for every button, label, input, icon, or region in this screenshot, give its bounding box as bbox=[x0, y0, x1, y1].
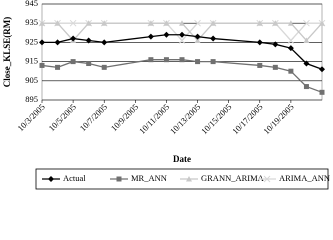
marker bbox=[287, 45, 294, 52]
marker bbox=[256, 20, 263, 26]
y-tick-label: 925 bbox=[25, 36, 38, 46]
marker bbox=[195, 59, 201, 65]
marker bbox=[54, 39, 61, 46]
marker bbox=[147, 20, 154, 26]
legend-box bbox=[35, 168, 329, 190]
marker bbox=[272, 20, 279, 26]
marker bbox=[319, 20, 325, 26]
marker bbox=[163, 31, 170, 38]
marker bbox=[101, 20, 108, 26]
marker bbox=[272, 41, 279, 48]
marker bbox=[287, 37, 295, 44]
series-line bbox=[41, 59, 323, 93]
plot-area bbox=[41, 3, 323, 101]
marker bbox=[85, 20, 92, 26]
marker bbox=[319, 89, 325, 95]
marker bbox=[179, 31, 185, 38]
legend-label: Actual bbox=[63, 173, 86, 183]
x-tick-label: 10/11/2005 bbox=[137, 102, 171, 136]
marker bbox=[70, 59, 76, 65]
y-axis-label: Close_KLSE(RM) bbox=[2, 17, 12, 88]
marker bbox=[148, 57, 154, 63]
marker bbox=[287, 20, 294, 26]
marker bbox=[147, 33, 154, 40]
y-tick-label: 935 bbox=[25, 17, 38, 27]
marker bbox=[86, 61, 92, 67]
marker bbox=[39, 39, 45, 46]
x-tick-label: 10/3/2005 bbox=[15, 102, 46, 133]
marker bbox=[194, 33, 201, 40]
marker bbox=[178, 37, 186, 44]
legend-label: MR_ANN bbox=[131, 173, 167, 183]
legend-marker bbox=[186, 176, 192, 182]
marker bbox=[303, 37, 310, 43]
marker bbox=[257, 62, 263, 68]
marker bbox=[101, 39, 108, 46]
chart: Close_KLSE(RM) Date 895 905 915 925 935 945 10… bbox=[2, 0, 330, 190]
x-axis-label: Date bbox=[173, 154, 191, 164]
x-tick-label: 10/9/2005 bbox=[109, 102, 140, 133]
y-tick-label: 915 bbox=[25, 56, 38, 66]
legend-marker bbox=[48, 176, 54, 182]
y-tick-label: 895 bbox=[25, 94, 38, 104]
marker bbox=[163, 20, 170, 26]
legend-marker bbox=[263, 175, 271, 183]
marker bbox=[319, 66, 325, 73]
legend-label: ARIMA_ANN bbox=[279, 173, 330, 183]
marker bbox=[210, 20, 217, 26]
marker bbox=[194, 37, 201, 43]
marker bbox=[39, 62, 45, 68]
marker bbox=[288, 68, 294, 74]
marker bbox=[69, 19, 77, 27]
marker bbox=[272, 64, 278, 70]
marker bbox=[303, 84, 309, 90]
marker bbox=[210, 35, 217, 42]
marker bbox=[303, 19, 310, 27]
x-tick-label: 10/19/2005 bbox=[261, 102, 295, 136]
marker bbox=[179, 20, 185, 26]
legend-marker bbox=[116, 176, 122, 182]
marker bbox=[210, 59, 216, 65]
marker bbox=[303, 60, 310, 67]
y-tick-label: 905 bbox=[25, 75, 38, 85]
legend-label: GRANN_ARIMA bbox=[201, 173, 265, 183]
marker bbox=[70, 35, 77, 42]
marker bbox=[85, 37, 92, 44]
marker bbox=[179, 57, 185, 63]
marker bbox=[163, 57, 169, 63]
marker bbox=[101, 64, 107, 70]
marker bbox=[256, 39, 263, 46]
x-tick-label: 10/5/2005 bbox=[46, 102, 77, 133]
x-tick-label: 10/7/2005 bbox=[78, 102, 109, 133]
marker bbox=[39, 20, 45, 26]
x-tick-label: 10/17/2005 bbox=[230, 102, 264, 136]
x-tick-label: 10/13/2005 bbox=[168, 102, 202, 136]
marker bbox=[194, 19, 201, 27]
y-tick-label: 945 bbox=[25, 0, 38, 8]
marker bbox=[55, 64, 61, 70]
marker bbox=[54, 20, 61, 26]
x-tick-label: 10/15/2005 bbox=[199, 102, 233, 136]
